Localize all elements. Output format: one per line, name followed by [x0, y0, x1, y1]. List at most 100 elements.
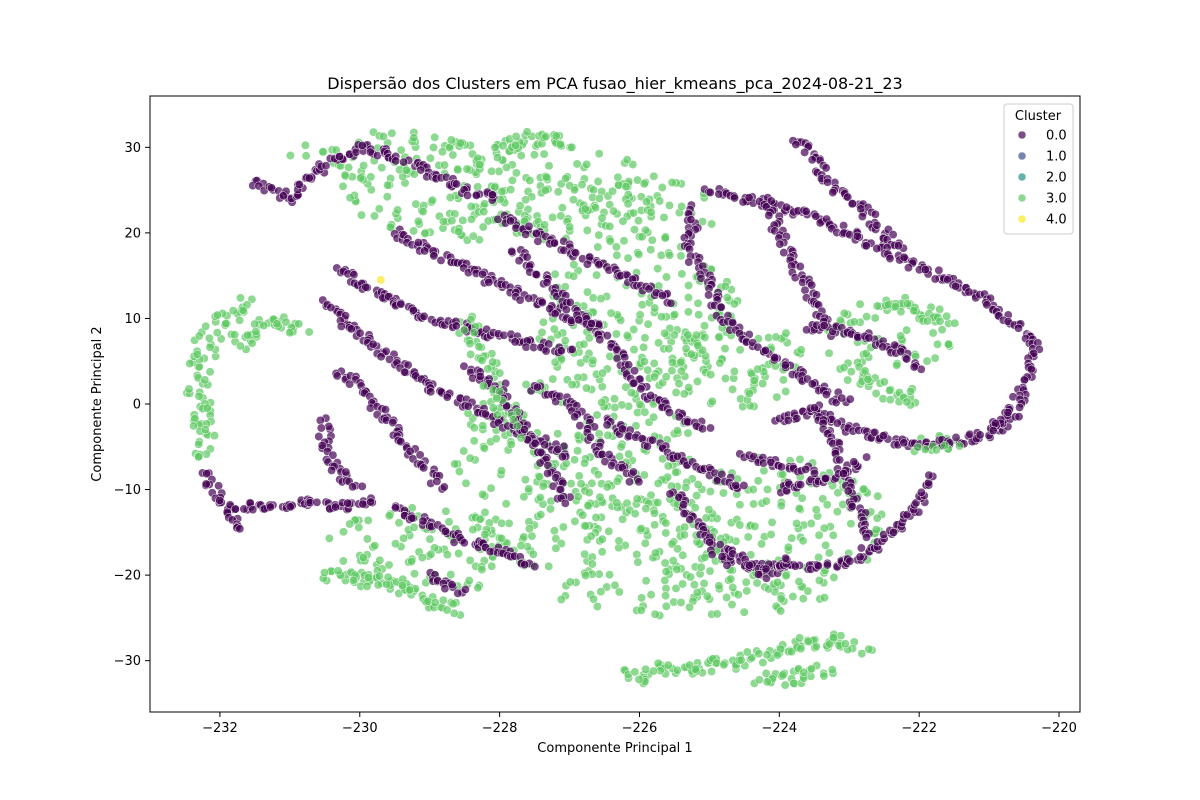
cluster-point-3.0 [680, 522, 690, 532]
cluster-point-0.0 [780, 360, 790, 370]
cluster-point-3.0 [468, 525, 478, 535]
cluster-point-0.0 [899, 438, 909, 448]
cluster-point-3.0 [495, 368, 505, 378]
cluster-point-3.0 [551, 131, 561, 141]
cluster-point-3.0 [537, 327, 547, 337]
cluster-point-0.0 [800, 285, 810, 295]
cluster-point-3.0 [665, 250, 675, 260]
cluster-point-3.0 [892, 360, 902, 370]
cluster-point-0.0 [902, 354, 912, 364]
cluster-point-3.0 [409, 522, 419, 532]
cluster-point-3.0 [616, 442, 626, 452]
cluster-point-3.0 [661, 528, 671, 538]
cluster-point-3.0 [759, 466, 769, 476]
cluster-point-3.0 [465, 339, 475, 349]
cluster-point-3.0 [621, 182, 631, 192]
cluster-point-3.0 [430, 132, 440, 142]
cluster-point-0.0 [878, 431, 888, 441]
cluster-point-3.0 [516, 433, 526, 443]
cluster-point-3.0 [235, 341, 245, 351]
cluster-point-3.0 [640, 407, 650, 417]
cluster-point-0.0 [1014, 412, 1024, 422]
cluster-point-3.0 [618, 216, 628, 226]
cluster-point-3.0 [646, 207, 656, 217]
cluster-point-3.0 [767, 517, 777, 527]
cluster-point-0.0 [285, 502, 295, 512]
cluster-point-3.0 [583, 501, 593, 510]
cluster-point-0.0 [328, 450, 338, 460]
legend: Cluster 0.0 1.0 2.0 3.0 4.0 [1003, 103, 1074, 235]
cluster-point-3.0 [608, 186, 617, 196]
cluster-point-0.0 [843, 486, 853, 496]
cluster-point-3.0 [544, 161, 554, 171]
legend-marker [1017, 130, 1027, 140]
x-tick-label: −224 [761, 721, 797, 736]
cluster-point-0.0 [439, 482, 449, 492]
cluster-point-3.0 [637, 593, 647, 603]
cluster-point-3.0 [603, 430, 613, 440]
cluster-point-3.0 [828, 530, 838, 540]
cluster-point-3.0 [614, 587, 624, 597]
cluster-point-0.0 [1026, 364, 1036, 374]
cluster-point-0.0 [920, 265, 930, 275]
cluster-point-0.0 [821, 473, 831, 483]
cluster-point-3.0 [593, 177, 603, 186]
cluster-point-3.0 [676, 598, 686, 607]
cluster-point-3.0 [863, 374, 873, 384]
cluster-point-3.0 [639, 179, 649, 189]
cluster-point-3.0 [660, 233, 670, 243]
cluster-point-3.0 [454, 467, 464, 476]
cluster-point-3.0 [684, 293, 693, 303]
cluster-point-3.0 [692, 491, 702, 501]
cluster-point-3.0 [720, 344, 730, 354]
cluster-point-3.0 [873, 491, 883, 501]
cluster-point-3.0 [363, 515, 373, 525]
cluster-point-0.0 [629, 378, 639, 388]
cluster-point-3.0 [519, 532, 529, 542]
cluster-point-3.0 [690, 664, 700, 674]
cluster-point-3.0 [696, 562, 706, 572]
cluster-point-3.0 [491, 434, 501, 444]
cluster-point-3.0 [490, 143, 500, 152]
cluster-point-3.0 [605, 236, 615, 246]
cluster-point-3.0 [598, 368, 607, 378]
legend-label: 2.0 [1046, 171, 1067, 186]
cluster-point-3.0 [950, 318, 960, 328]
cluster-point-3.0 [413, 216, 423, 226]
cluster-point-0.0 [744, 193, 754, 203]
cluster-point-3.0 [673, 544, 683, 554]
cluster-point-3.0 [528, 549, 538, 559]
cluster-point-0.0 [730, 193, 740, 203]
cluster-point-3.0 [629, 325, 639, 334]
cluster-point-3.0 [440, 160, 449, 170]
cluster-point-3.0 [201, 321, 211, 331]
cluster-point-0.0 [716, 302, 726, 312]
cluster-point-3.0 [749, 376, 759, 385]
cluster-point-3.0 [487, 561, 497, 571]
cluster-point-3.0 [643, 319, 653, 329]
cluster-point-3.0 [475, 514, 485, 524]
cluster-point-3.0 [803, 637, 813, 646]
cluster-point-3.0 [646, 590, 656, 600]
cluster-point-3.0 [742, 647, 752, 657]
cluster-point-3.0 [672, 564, 682, 574]
y-tick-label: 0 [133, 398, 141, 413]
cluster-point-3.0 [748, 485, 758, 494]
cluster-point-0.0 [332, 371, 342, 381]
cluster-point-3.0 [549, 526, 559, 536]
cluster-point-3.0 [506, 440, 516, 449]
cluster-point-0.0 [553, 444, 563, 454]
cluster-point-3.0 [902, 325, 912, 335]
cluster-point-3.0 [618, 514, 628, 524]
cluster-point-3.0 [593, 242, 603, 252]
cluster-point-3.0 [763, 485, 772, 494]
cluster-point-3.0 [473, 583, 483, 593]
cluster-point-3.0 [382, 579, 392, 589]
cluster-point-0.0 [646, 391, 656, 400]
legend-title: Cluster [1015, 109, 1062, 124]
cluster-point-3.0 [202, 403, 212, 413]
cluster-point-0.0 [540, 440, 550, 450]
cluster-point-0.0 [813, 561, 823, 571]
cluster-point-3.0 [438, 217, 448, 226]
cluster-point-3.0 [345, 519, 355, 529]
